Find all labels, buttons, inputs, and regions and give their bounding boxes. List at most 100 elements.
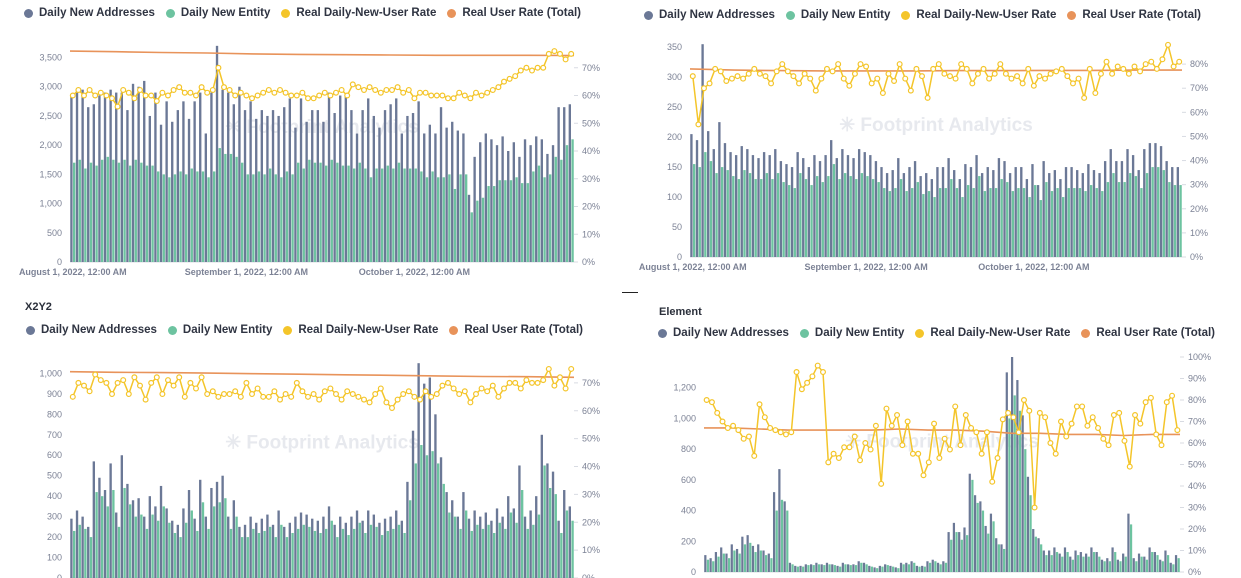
point-real-daily-new-user-rate xyxy=(506,379,513,386)
point-real-daily-new-user-rate xyxy=(383,399,390,406)
point-real-daily-new-user-rate xyxy=(761,414,768,421)
y-right-tick-label: 50% xyxy=(582,118,600,128)
legend-label: Daily New Addresses xyxy=(41,324,157,336)
legend-item-daily-new-addresses[interactable]: Daily New Addresses xyxy=(24,7,155,19)
bar-daily-new-addresses xyxy=(947,532,950,572)
legend-item-real-daily-new-user-rate[interactable]: Real Daily-New-User Rate xyxy=(283,324,438,336)
bar-daily-new-entity xyxy=(1073,188,1076,257)
point-real-daily-new-user-rate xyxy=(931,420,938,427)
bar-daily-new-addresses xyxy=(389,516,392,578)
bar-daily-new-entity xyxy=(229,153,233,262)
legend-item-real-daily-new-user-rate[interactable]: Real Daily-New-User Rate xyxy=(901,9,1056,21)
bar-daily-new-entity xyxy=(168,522,171,578)
bar-daily-new-entity xyxy=(1024,449,1027,572)
y-left-tick-label: 200 xyxy=(681,536,696,546)
bar-daily-new-addresses xyxy=(889,565,892,572)
bar-daily-new-addresses xyxy=(131,83,135,262)
bar-daily-new-addresses xyxy=(266,115,269,263)
bar-daily-new-addresses xyxy=(723,143,727,257)
point-real-daily-new-user-rate xyxy=(260,89,267,96)
y-left-tick-label: 500 xyxy=(47,228,62,238)
bar-daily-new-addresses xyxy=(98,477,101,578)
bar-daily-new-entity xyxy=(796,566,799,572)
legend-item-real-user-rate-total[interactable]: Real User Rate (Total) xyxy=(447,7,581,19)
bar-daily-new-addresses xyxy=(350,516,353,578)
point-real-daily-new-user-rate xyxy=(439,382,446,389)
point-real-daily-new-user-rate xyxy=(428,92,435,99)
bar-daily-new-addresses xyxy=(159,124,163,262)
bar-daily-new-entity xyxy=(828,564,831,572)
bar-daily-new-addresses xyxy=(484,133,487,262)
legend-item-real-user-rate-total[interactable]: Real User Rate (Total) xyxy=(1081,327,1215,339)
bar-daily-new-addresses xyxy=(339,516,342,578)
bar-daily-new-entity xyxy=(526,528,529,578)
bar-daily-new-entity xyxy=(285,171,289,262)
legend-label: Real Daily-New-User Rate xyxy=(296,7,437,19)
bar-daily-new-addresses xyxy=(841,562,844,572)
bar-daily-new-entity xyxy=(1103,561,1106,572)
bar-daily-new-entity xyxy=(1018,410,1022,572)
point-real-daily-new-user-rate xyxy=(1005,409,1012,416)
legend-item-daily-new-addresses[interactable]: Daily New Addresses xyxy=(26,324,157,336)
point-real-daily-new-user-rate xyxy=(973,429,980,436)
legend-item-daily-new-addresses[interactable]: Daily New Addresses xyxy=(644,9,775,21)
bar-daily-new-addresses xyxy=(1016,380,1019,572)
legend-item-real-daily-new-user-rate[interactable]: Real Daily-New-User Rate xyxy=(915,327,1070,339)
bar-daily-new-entity xyxy=(442,483,445,578)
legend-item-daily-new-entity[interactable]: Daily New Entity xyxy=(165,7,270,19)
bar-daily-new-entity xyxy=(832,164,836,257)
point-real-daily-new-user-rate xyxy=(568,365,575,372)
legend-item-daily-new-addresses[interactable]: Daily New Addresses xyxy=(658,327,789,339)
point-real-daily-new-user-rate xyxy=(1174,427,1181,434)
bar-daily-new-addresses xyxy=(92,104,95,263)
point-real-daily-new-user-rate xyxy=(793,369,800,376)
bar-daily-new-addresses xyxy=(260,110,263,263)
bar-daily-new-entity xyxy=(493,532,496,578)
bar-daily-new-entity xyxy=(860,173,864,257)
bar-daily-new-entity xyxy=(263,530,266,578)
legend-label: Real User Rate (Total) xyxy=(464,324,584,336)
point-real-daily-new-user-rate xyxy=(327,385,334,392)
legend-item-daily-new-entity[interactable]: Daily New Entity xyxy=(785,9,890,21)
bar-daily-new-entity xyxy=(112,490,115,578)
bar-daily-new-addresses xyxy=(473,510,476,578)
bar-daily-new-entity xyxy=(950,539,953,572)
point-real-daily-new-user-rate xyxy=(366,84,373,91)
bar-daily-new-entity xyxy=(425,177,429,262)
point-real-daily-new-user-rate xyxy=(517,67,524,74)
point-real-daily-new-user-rate xyxy=(1058,418,1065,425)
point-real-daily-new-user-rate xyxy=(823,65,830,72)
y-right-tick-label: 70% xyxy=(1190,83,1208,93)
legend-item-real-user-rate-total[interactable]: Real User Rate (Total) xyxy=(1067,9,1201,21)
bar-daily-new-addresses xyxy=(788,562,792,572)
point-real-daily-new-user-rate xyxy=(249,95,256,102)
bar-daily-new-entity xyxy=(465,510,468,578)
bar-daily-new-entity xyxy=(190,168,193,262)
bar-daily-new-addresses xyxy=(1026,476,1030,572)
y-left-tick-label: 100 xyxy=(667,192,682,202)
bar-daily-new-addresses xyxy=(199,479,202,578)
point-real-daily-new-user-rate xyxy=(1079,403,1086,410)
point-real-daily-new-user-rate xyxy=(221,84,228,91)
bar-daily-new-entity xyxy=(129,165,132,262)
bar-daily-new-addresses xyxy=(367,98,370,262)
legend-item-daily-new-entity[interactable]: Daily New Entity xyxy=(167,324,272,336)
bar-daily-new-addresses xyxy=(1003,161,1006,257)
point-real-daily-new-user-rate xyxy=(1109,70,1116,77)
bar-daily-new-addresses xyxy=(1169,562,1172,572)
legend-item-real-user-rate-total[interactable]: Real User Rate (Total) xyxy=(449,324,583,336)
bar-daily-new-addresses xyxy=(462,133,465,262)
point-real-daily-new-user-rate xyxy=(344,388,351,395)
bar-daily-new-entity xyxy=(1179,185,1182,257)
bar-daily-new-entity xyxy=(308,159,311,262)
legend-item-real-daily-new-user-rate[interactable]: Real Daily-New-User Rate xyxy=(281,7,436,19)
bar-daily-new-addresses xyxy=(941,167,945,257)
bar-daily-new-entity xyxy=(1108,561,1112,572)
legend-item-daily-new-entity[interactable]: Daily New Entity xyxy=(799,327,904,339)
bar-daily-new-addresses xyxy=(159,485,163,578)
point-real-daily-new-user-rate xyxy=(361,396,368,403)
y-right-tick-label: 70% xyxy=(582,378,600,388)
bar-daily-new-entity xyxy=(179,537,182,578)
bar-daily-new-entity xyxy=(515,522,518,578)
point-real-daily-new-user-rate xyxy=(545,365,552,372)
